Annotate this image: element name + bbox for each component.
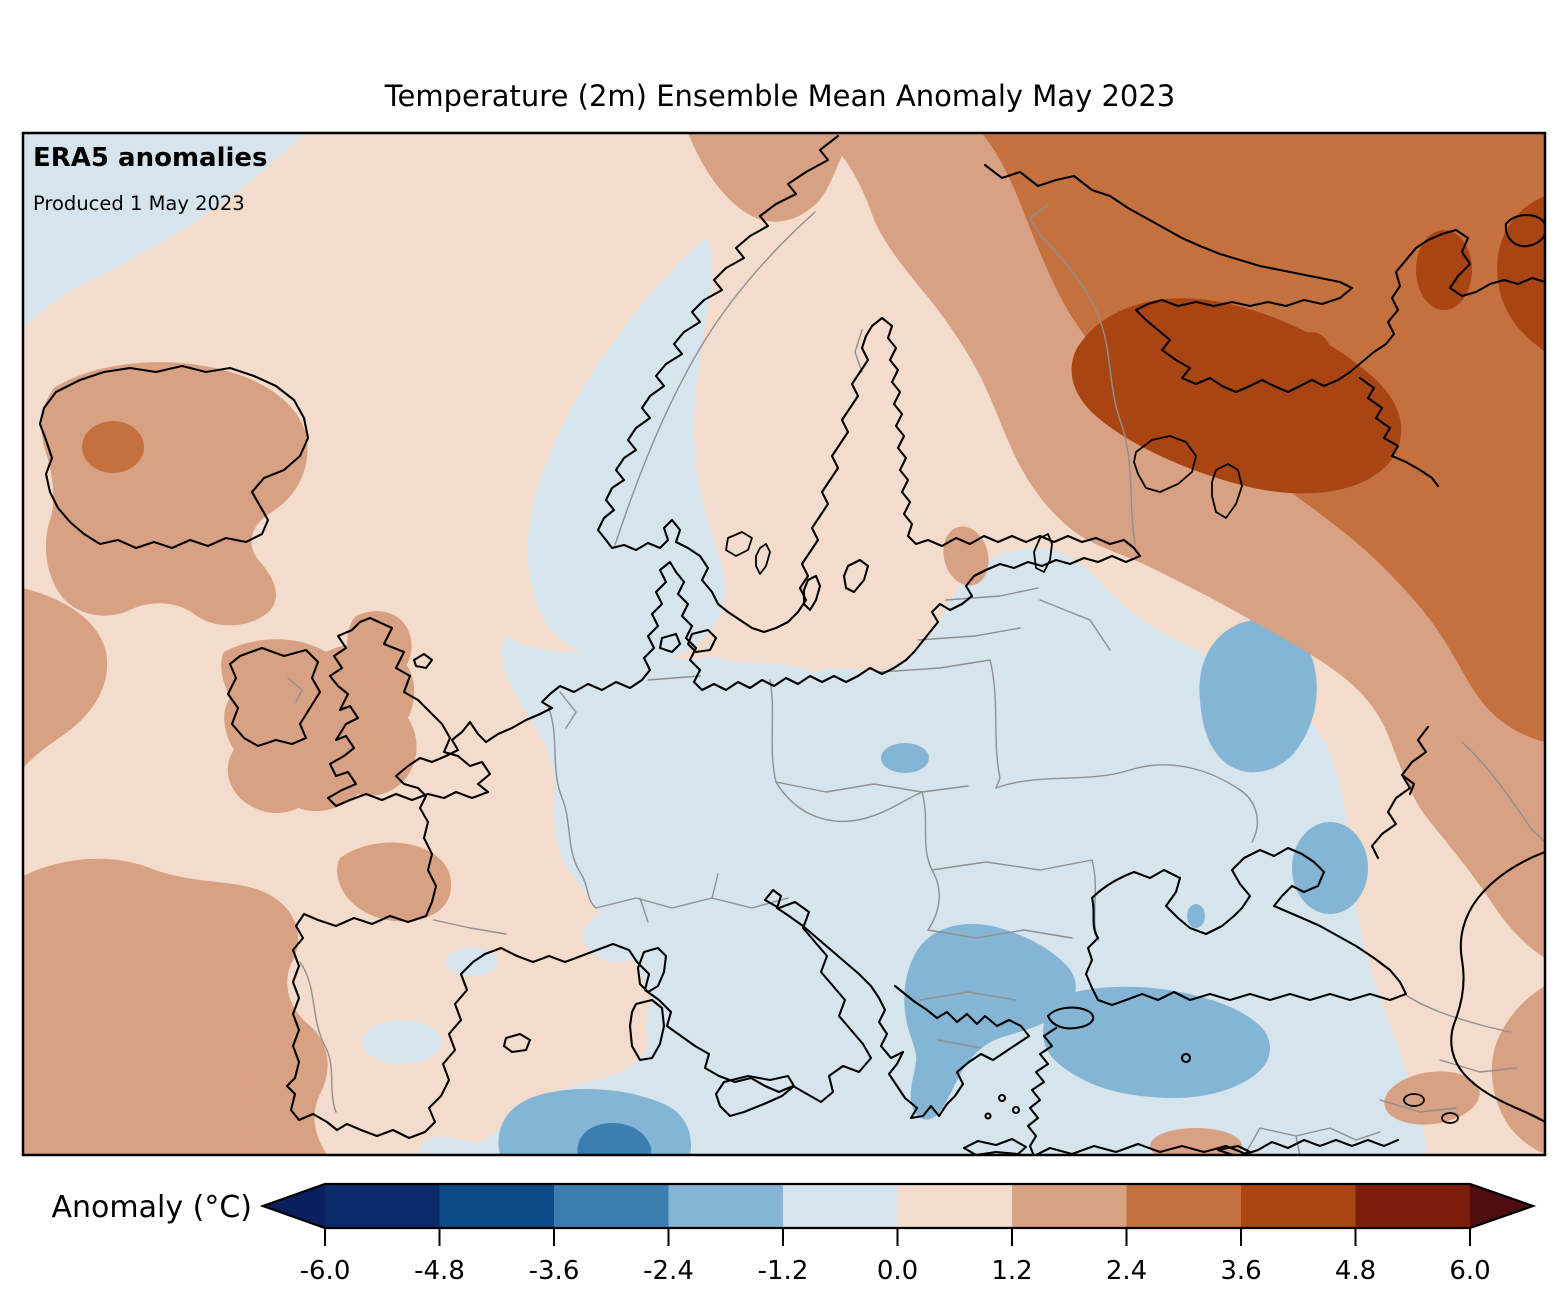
sicily (714, 1074, 796, 1118)
colorbar-label: Anomaly (°C) (52, 1190, 252, 1225)
lake-vattern (755, 543, 771, 575)
colorbar-segment (783, 1184, 898, 1228)
colorbar-tick-labels: -6.0 -4.8 -3.6 -2.4 -1.2 0.0 1.2 2.4 3.6… (300, 1256, 1491, 1286)
ireland (226, 646, 322, 748)
coastline-continental (285, 134, 1142, 1140)
danish-island-zealand (686, 628, 718, 654)
coastline-barents (983, 163, 1545, 394)
colorbar: Anomaly (°C) -6.0 -4.8 -3 (52, 1182, 1537, 1286)
colorbar-segments (325, 1184, 1470, 1228)
colorbar-ticks (324, 1228, 1471, 1246)
colorbar-segment (668, 1184, 783, 1228)
faroe-islands (412, 652, 434, 670)
anomaly-region-warm-rust (1071, 196, 1545, 494)
figure-title: Temperature (2m) Ensemble Mean Anomaly M… (384, 79, 1176, 113)
tick-label: 4.8 (1335, 1256, 1376, 1286)
tick-label: 1.2 (991, 1256, 1032, 1286)
coastline-turkey-aegean-south (1026, 1026, 1400, 1155)
gotland (842, 558, 870, 594)
country-borders (287, 204, 1545, 1155)
map-heading: ERA5 anomalies (33, 143, 268, 173)
lake-caucasus-1 (1403, 1093, 1425, 1107)
colorbar-segment (554, 1184, 669, 1228)
aegean-island (997, 1093, 1007, 1103)
anomaly-region-cool-medium (498, 619, 1368, 1155)
tick-label: -2.4 (643, 1256, 694, 1286)
colorbar-over-arrow (1470, 1184, 1533, 1228)
coastline-black-sea (1084, 846, 1408, 1007)
colorbar-segment (897, 1184, 1012, 1228)
danish-island-funen (658, 632, 682, 654)
tick-label: -4.8 (414, 1256, 465, 1286)
colorbar-segment (1241, 1184, 1356, 1228)
lake-caucasus-2 (1441, 1112, 1459, 1124)
anomaly-map: ERA5 anomalies Produced 1 May 2023 (23, 133, 1545, 1155)
sardinia (628, 998, 666, 1062)
oland (802, 574, 822, 612)
tick-label: 6.0 (1449, 1256, 1490, 1286)
iceland (38, 364, 310, 550)
colorbar-segment (325, 1184, 440, 1228)
mallorca (502, 1032, 532, 1054)
lake-ladoga (1133, 435, 1197, 493)
colorbar-under-arrow (263, 1184, 325, 1228)
volga-reservoirs (1370, 725, 1430, 860)
tick-label: -6.0 (300, 1256, 351, 1286)
corsica (636, 946, 668, 994)
coastline-pechora (1358, 376, 1440, 488)
map-produced-date: Produced 1 May 2023 (33, 192, 245, 215)
lake-vanern (725, 531, 753, 557)
aegean-island (1011, 1105, 1021, 1115)
aegean-island (984, 1112, 992, 1120)
marmara-island (1180, 1052, 1192, 1064)
sea-of-marmara (1046, 1006, 1095, 1030)
kolguyev-island (1504, 214, 1545, 248)
tick-label: 0.0 (877, 1256, 918, 1286)
colorbar-segment (1012, 1184, 1127, 1228)
tick-label: -3.6 (529, 1256, 580, 1286)
great-britain (326, 616, 492, 808)
lake-onega (1211, 463, 1243, 519)
coastline-caspian (1450, 850, 1545, 1124)
colorbar-segment (1126, 1184, 1241, 1228)
lake-peipus (1033, 533, 1053, 573)
tick-label: -1.2 (758, 1256, 809, 1286)
colorbar-segment (439, 1184, 554, 1228)
map-frame (21, 131, 1547, 1157)
colorbar-segment (1355, 1184, 1470, 1228)
tick-label: 3.6 (1220, 1256, 1261, 1286)
coastlines (38, 134, 1545, 1155)
tick-label: 2.4 (1106, 1256, 1147, 1286)
anomaly-region-cool-strong (577, 1123, 652, 1155)
